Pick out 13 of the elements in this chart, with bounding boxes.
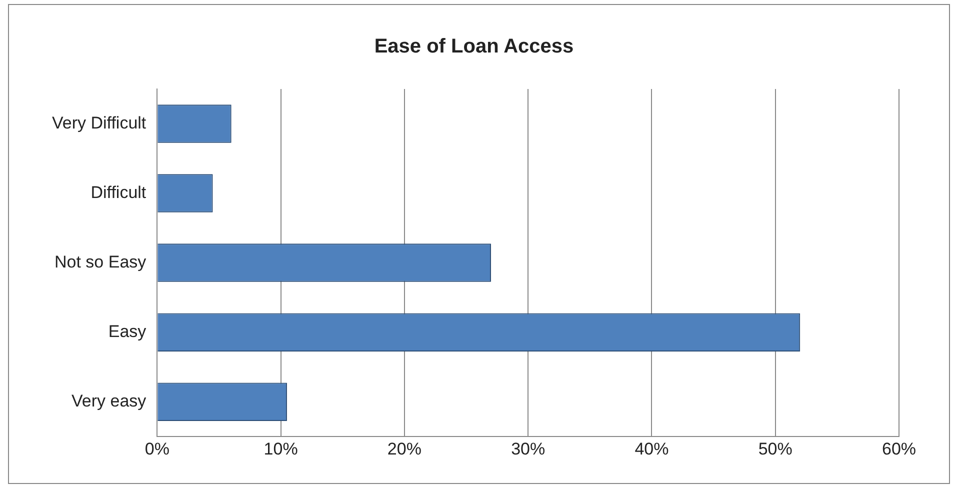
x-tick-label: 10%: [264, 439, 298, 458]
x-tick-label: 0%: [144, 439, 170, 458]
x-tick-label: 30%: [511, 439, 546, 458]
y-tick-label: Very Difficult: [52, 113, 146, 132]
y-tick-label: Difficult: [90, 182, 146, 202]
y-tick-label: Very easy: [72, 392, 147, 411]
y-tick-label: Not so Easy: [54, 252, 147, 272]
x-tick-label: 50%: [758, 439, 792, 458]
x-tick-label: 20%: [387, 439, 422, 458]
y-tick-label: Easy: [108, 322, 147, 342]
chart-title: Ease of Loan Access: [374, 36, 574, 58]
x-tick-label: 40%: [634, 439, 669, 458]
x-tick-label: 60%: [882, 439, 916, 458]
